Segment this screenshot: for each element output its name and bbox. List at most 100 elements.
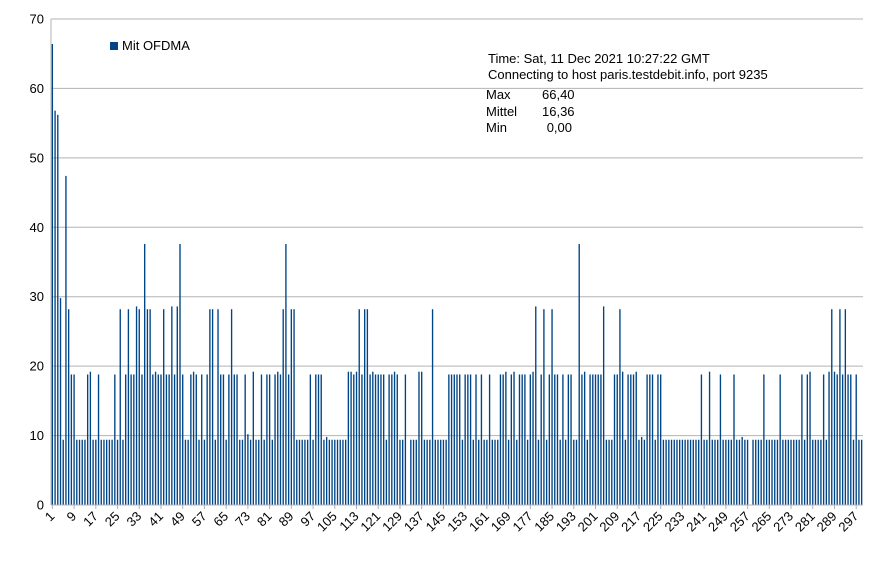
bar xyxy=(263,439,265,505)
bar xyxy=(817,439,819,505)
x-tick-label: 185 xyxy=(531,509,557,535)
bar xyxy=(301,439,303,505)
x-tick-label: 169 xyxy=(488,509,514,535)
bar xyxy=(176,306,178,505)
bar xyxy=(673,439,675,505)
bar xyxy=(366,309,369,505)
bar xyxy=(621,371,624,505)
bar xyxy=(456,374,458,505)
bar xyxy=(228,374,230,505)
bar xyxy=(312,439,314,505)
bar xyxy=(95,439,97,505)
x-tick-label: 113 xyxy=(336,509,361,534)
x-tick-label: 161 xyxy=(466,509,492,535)
bar xyxy=(776,439,779,505)
bar xyxy=(464,374,466,505)
bar xyxy=(369,374,371,505)
x-tick-label: 1 xyxy=(42,509,58,525)
bar xyxy=(524,374,526,505)
bar xyxy=(499,374,502,505)
bar xyxy=(790,439,792,505)
bar xyxy=(689,439,692,505)
bar xyxy=(638,439,640,505)
bar xyxy=(814,439,817,505)
bar xyxy=(763,374,765,505)
bar xyxy=(755,439,757,505)
bar xyxy=(651,374,654,505)
bar xyxy=(809,371,811,505)
bar xyxy=(521,374,523,505)
bar xyxy=(217,309,219,505)
bar xyxy=(258,439,260,505)
bar xyxy=(586,439,589,505)
bar xyxy=(502,374,504,505)
bar xyxy=(535,306,537,505)
bar xyxy=(111,439,113,505)
bar xyxy=(820,439,822,505)
bar xyxy=(323,439,325,505)
bar xyxy=(592,374,594,505)
bar xyxy=(551,309,553,505)
bar xyxy=(67,309,70,505)
bar xyxy=(331,439,333,505)
bar xyxy=(793,439,795,505)
bar xyxy=(184,439,187,505)
y-tick-label: 70 xyxy=(30,12,44,27)
bar xyxy=(627,374,629,505)
bar xyxy=(583,371,586,505)
bar xyxy=(404,374,407,505)
bar xyxy=(363,309,366,505)
bar xyxy=(372,371,374,505)
bar xyxy=(214,439,216,505)
bar xyxy=(423,439,426,505)
bar xyxy=(339,439,341,505)
bar xyxy=(836,374,838,505)
x-tick-label: 73 xyxy=(232,509,253,530)
bar xyxy=(255,439,257,505)
bar xyxy=(296,439,298,505)
bar xyxy=(445,439,447,505)
bar xyxy=(578,243,580,505)
bar xyxy=(173,374,176,505)
bar xyxy=(380,374,382,505)
bar xyxy=(708,371,711,505)
y-tick-label: 60 xyxy=(30,81,44,96)
bar xyxy=(852,439,855,505)
bar xyxy=(393,371,396,505)
bar xyxy=(290,309,293,505)
bar xyxy=(752,439,754,505)
x-tick-label: 121 xyxy=(357,509,383,535)
bar xyxy=(65,175,67,505)
bar xyxy=(203,439,206,505)
bar xyxy=(377,374,379,505)
bar xyxy=(640,436,643,505)
bar xyxy=(206,374,208,505)
stats-label: Min xyxy=(486,120,507,135)
bar xyxy=(782,439,784,505)
y-tick-label: 50 xyxy=(30,150,44,165)
bar xyxy=(505,371,507,505)
bar xyxy=(698,439,700,505)
bar xyxy=(605,439,608,505)
bar xyxy=(619,309,621,505)
bar xyxy=(806,374,809,505)
x-tick-label: 17 xyxy=(80,509,101,530)
bar xyxy=(602,306,605,505)
x-tick-label: 33 xyxy=(124,509,145,530)
bar xyxy=(146,309,149,505)
legend-swatch xyxy=(110,41,118,50)
x-tick-label: 49 xyxy=(167,509,188,530)
bar xyxy=(744,439,746,505)
bar xyxy=(711,439,713,505)
bar xyxy=(488,374,491,505)
x-tick-label: 137 xyxy=(401,509,427,535)
bar xyxy=(581,374,583,505)
bar xyxy=(573,439,575,505)
bar xyxy=(279,374,282,505)
bar xyxy=(415,439,417,505)
bar xyxy=(703,439,705,505)
bar xyxy=(125,374,127,505)
bar xyxy=(575,439,578,505)
bar xyxy=(839,309,841,505)
bar xyxy=(222,374,225,505)
